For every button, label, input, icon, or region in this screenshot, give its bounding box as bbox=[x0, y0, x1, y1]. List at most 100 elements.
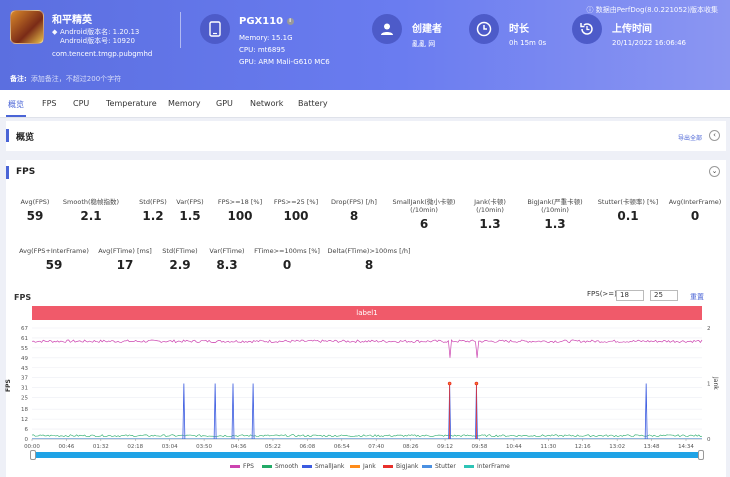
smooth-series-line bbox=[31, 434, 703, 438]
header-divider bbox=[180, 12, 181, 48]
metric-avg-metrics1-11: Avg(InterFrame) 0 bbox=[666, 198, 724, 223]
metric-label: Stutter(卡顿率) [%] bbox=[597, 198, 659, 206]
smalljank-spike bbox=[182, 383, 186, 440]
metric-label: Avg(FTime) [ms] bbox=[98, 247, 152, 255]
metric-value: 8 bbox=[349, 209, 359, 223]
y-tick-label: 61 bbox=[21, 336, 28, 342]
metric-value: 100 bbox=[283, 209, 309, 223]
metric-var-metrics2-3: Var(FTime) 8.3 bbox=[202, 247, 252, 272]
phone-icon bbox=[200, 14, 230, 44]
tab-temperature[interactable]: Temperature bbox=[106, 99, 157, 108]
duration-label: 时长 bbox=[509, 24, 529, 35]
legend-item-interframe[interactable]: InterFrame bbox=[464, 463, 510, 470]
time-range-slider[interactable] bbox=[30, 450, 704, 460]
legend-label: Stutter bbox=[435, 463, 456, 470]
metric-stutter-metrics1-10: Stutter(卡顿率) [%] 0.1 bbox=[588, 198, 668, 223]
tab-overview[interactable]: 概览 bbox=[8, 100, 24, 109]
device-specs: Memory: 15.1G CPU: mt6895 GPU: ARM Mali-… bbox=[239, 32, 330, 68]
metric-label: FPS>=25 [%] bbox=[273, 198, 319, 206]
metric-delta-metrics2-5: Delta(FTime)>100ms [/h] 8 bbox=[326, 247, 412, 272]
metric-label: Drop(FPS) [/h] bbox=[331, 198, 377, 206]
device-info-icon[interactable]: i bbox=[286, 17, 294, 25]
metric-value: 100 bbox=[227, 209, 253, 223]
tab-battery[interactable]: Battery bbox=[298, 99, 328, 108]
section-marker bbox=[6, 166, 9, 179]
clock-icon bbox=[469, 14, 499, 44]
history-icon bbox=[572, 14, 602, 44]
legend-label: BigJank bbox=[396, 463, 419, 470]
slider-handle-end[interactable] bbox=[698, 450, 704, 460]
x-tick-label: 09:58 bbox=[472, 444, 488, 450]
tab-fps[interactable]: FPS bbox=[42, 99, 57, 108]
metric-label: Std(FPS) bbox=[139, 198, 167, 206]
fps-threshold-input-2[interactable]: 25 bbox=[650, 290, 678, 301]
x-tick-label: 12:16 bbox=[575, 444, 591, 450]
legend-swatch bbox=[350, 465, 360, 468]
metric-label: FPS>=18 [%] bbox=[217, 198, 263, 206]
metric-value: 59 bbox=[45, 258, 63, 272]
y-tick-label: 67 bbox=[21, 326, 28, 332]
y2-tick-label: 0 bbox=[707, 437, 711, 443]
slider-handle-start[interactable] bbox=[30, 450, 36, 460]
legend-item-bigjank[interactable]: BigJank bbox=[383, 463, 418, 470]
legend-swatch bbox=[302, 465, 312, 468]
metric-value: 59 bbox=[26, 209, 44, 223]
tab-bar: 概览 FPS CPU Temperature Memory GPU Networ… bbox=[0, 90, 730, 118]
x-tick-label: 03:04 bbox=[162, 444, 178, 450]
y-tick-label: 6 bbox=[25, 427, 29, 433]
x-tick-label: 06:54 bbox=[334, 444, 350, 450]
device-cpu: CPU: mt6895 bbox=[239, 46, 286, 54]
metric-smalljank-metrics1-7: SmallJank(微小卡顿) (/10min) 6 bbox=[382, 198, 466, 231]
metric-value: 1.2 bbox=[142, 209, 164, 223]
metric-bigjank-metrics1-9: BigJank(严重卡顿) (/10min) 1.3 bbox=[518, 198, 592, 231]
smalljank-spike bbox=[251, 383, 255, 440]
y2-axis-label: Jank bbox=[712, 376, 719, 390]
metric-ftime100ms-metrics2-4: FTime>=100ms [%] 0 bbox=[252, 247, 322, 272]
x-tick-label: 05:22 bbox=[265, 444, 281, 450]
metric-label: Smooth(稳帧指数) bbox=[62, 198, 120, 206]
fps-threshold-input-1[interactable]: 18 bbox=[616, 290, 644, 301]
tab-gpu[interactable]: GPU bbox=[216, 99, 233, 108]
note-field[interactable]: 备注: 添加备注，不超过200个字符 bbox=[10, 74, 121, 84]
export-all-link[interactable]: 导出全部 bbox=[677, 135, 702, 142]
metric-label: BigJank(严重卡顿) (/10min) bbox=[527, 198, 583, 214]
note-placeholder[interactable]: 添加备注，不超过200个字符 bbox=[30, 75, 122, 83]
tab-network[interactable]: Network bbox=[250, 99, 284, 108]
metric-value: 6 bbox=[419, 217, 429, 231]
note-label: 备注: bbox=[10, 75, 27, 83]
legend-item-jank[interactable]: Jank bbox=[350, 463, 376, 470]
fps-series-line bbox=[31, 339, 703, 358]
metric-avg-metrics2-0: Avg(FPS+InterFrame) 59 bbox=[10, 247, 98, 272]
metric-label: Avg(FPS) bbox=[20, 198, 50, 206]
x-tick-label: 13:02 bbox=[609, 444, 625, 450]
x-tick-label: 06:08 bbox=[299, 444, 315, 450]
metric-value: 0 bbox=[690, 209, 700, 223]
x-tick-label: 13:48 bbox=[644, 444, 660, 450]
upload-time-label: 上传时间 bbox=[612, 24, 652, 35]
metric-value: 1.5 bbox=[179, 209, 201, 223]
y2-tick-label: 1 bbox=[707, 382, 711, 388]
collapse-chevron-icon[interactable]: ⌄ bbox=[709, 166, 720, 177]
metric-jank-metrics1-8: Jank(卡顿) (/10min) 1.3 bbox=[455, 198, 525, 231]
chart-legend: FPS Smooth SmallJank Jank BigJank Stutter Inte… bbox=[0, 463, 730, 475]
smalljank-spike bbox=[213, 383, 217, 440]
y-tick-label: 55 bbox=[21, 346, 28, 352]
legend-item-smooth[interactable]: Smooth bbox=[262, 463, 298, 470]
y-tick-label: 49 bbox=[21, 356, 28, 362]
legend-item-fps[interactable]: FPS bbox=[230, 463, 254, 470]
label-bar[interactable]: label1 bbox=[32, 306, 702, 320]
legend-swatch bbox=[383, 465, 393, 468]
legend-item-smalljank[interactable]: SmallJank bbox=[302, 463, 344, 470]
metric-fps18-metrics1-4: FPS>=18 [%] 100 bbox=[210, 198, 270, 223]
reset-button[interactable]: 重置 bbox=[690, 293, 704, 301]
x-tick-label: 11:30 bbox=[540, 444, 556, 450]
app-version-info: ◆ Android版本名: 1.20.13 Android版本号: 10920 bbox=[52, 28, 139, 46]
tab-cpu[interactable]: CPU bbox=[73, 99, 90, 108]
export-chevron-icon[interactable]: ‹ bbox=[709, 130, 720, 141]
y2-tick-label: 2 bbox=[707, 326, 711, 332]
legend-item-stutter[interactable]: Stutter bbox=[422, 463, 456, 470]
tab-memory[interactable]: Memory bbox=[168, 99, 201, 108]
user-icon bbox=[372, 14, 402, 44]
x-tick-label: 03:50 bbox=[196, 444, 212, 450]
